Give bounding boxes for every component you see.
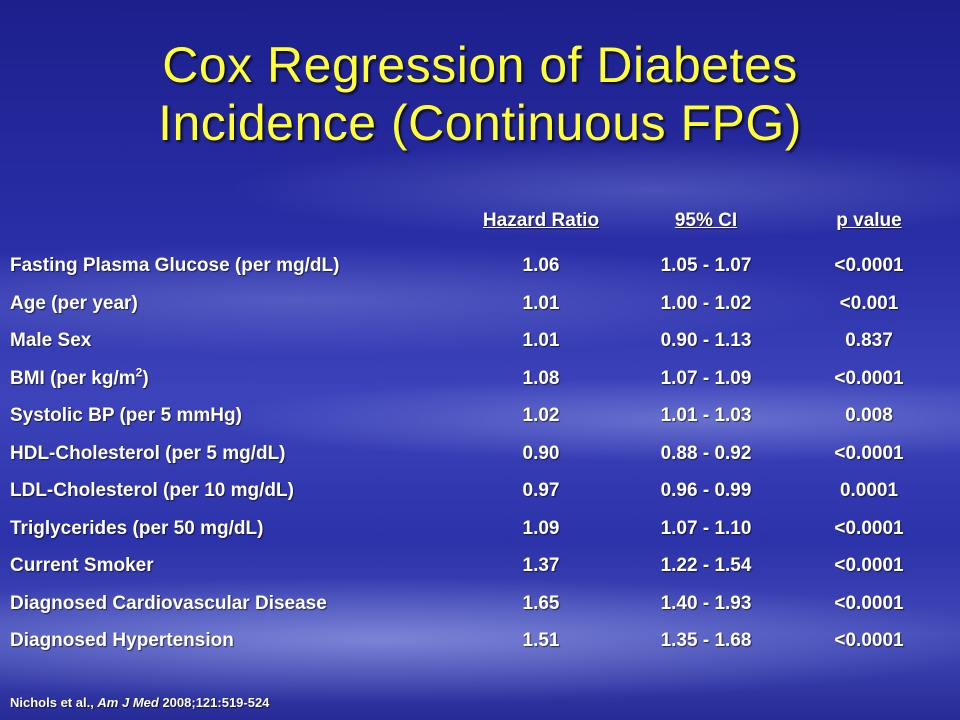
row-variable: Current Smoker — [10, 555, 154, 576]
row-variable-suffix: ) — [142, 367, 149, 389]
row-variable: Male Sex — [10, 330, 92, 351]
row-p-value: 0.008 — [845, 405, 893, 426]
table-row: Male Sex 1.01 0.90 - 1.13 0.837 — [0, 326, 960, 356]
row-p-value: <0.0001 — [834, 592, 904, 614]
row-variable: Systolic BP (per 5 mmHg) — [10, 405, 242, 426]
row-hazard-ratio: 0.90 — [522, 442, 560, 464]
row-hazard-ratio: 1.37 — [522, 555, 560, 576]
header-95-ci: 95% CI — [674, 210, 738, 231]
row-hazard-ratio: 1.06 — [522, 255, 560, 276]
row-confidence-interval: 0.90 - 1.13 — [660, 330, 752, 351]
row-variable: Fasting Plasma Glucose (per mg/dL) — [10, 255, 340, 276]
row-p-value: 0.837 — [845, 330, 893, 351]
row-variable: BMI (per kg/m2) — [10, 364, 149, 394]
row-p-value: <0.0001 — [834, 555, 904, 576]
row-variable-superscript: 2 — [135, 365, 143, 380]
table-row: Triglycerides (per 50 mg/dL) 1.09 1.07 -… — [0, 514, 960, 544]
row-variable: LDL-Cholesterol (per 10 mg/dL) — [10, 480, 294, 501]
table-row: LDL-Cholesterol (per 10 mg/dL) 0.97 0.96… — [0, 476, 960, 506]
row-p-value: <0.001 — [839, 292, 899, 314]
row-p-value: <0.0001 — [834, 367, 904, 389]
row-hazard-ratio: 1.01 — [522, 330, 560, 351]
row-hazard-ratio: 1.09 — [522, 517, 560, 539]
row-confidence-interval: 1.05 - 1.07 — [660, 255, 752, 276]
row-hazard-ratio: 1.65 — [522, 592, 560, 614]
row-p-value: <0.0001 — [834, 630, 904, 651]
slide-title: Cox Regression of Diabetes Incidence (Co… — [0, 36, 960, 152]
table-row: HDL-Cholesterol (per 5 mg/dL) 0.90 0.88 … — [0, 439, 960, 469]
table-header-row: Hazard Ratio 95% CI p value — [0, 206, 960, 236]
slide-title-line-2: Incidence (Continuous FPG) — [158, 95, 802, 151]
row-hazard-ratio: 1.08 — [522, 367, 560, 389]
row-confidence-interval: 1.40 - 1.93 — [660, 592, 752, 614]
citation-footer: Nichols et al., Am J Med 2008;121:519-52… — [10, 694, 269, 712]
table-row: Age (per year) 1.01 1.00 - 1.02 <0.001 — [0, 289, 960, 319]
row-hazard-ratio: 1.51 — [522, 630, 560, 651]
header-hazard-ratio: Hazard Ratio — [482, 210, 600, 231]
row-confidence-interval: 1.35 - 1.68 — [660, 630, 752, 651]
header-p-value: p value — [836, 210, 902, 231]
table-row: BMI (per kg/m2) 1.08 1.07 - 1.09 <0.0001 — [0, 364, 960, 394]
row-confidence-interval: 1.07 - 1.09 — [660, 367, 752, 389]
row-confidence-interval: 1.22 - 1.54 — [660, 555, 752, 576]
row-p-value: 0.0001 — [839, 480, 899, 501]
row-hazard-ratio: 1.02 — [522, 405, 560, 426]
row-variable: HDL-Cholesterol (per 5 mg/dL) — [10, 442, 286, 464]
citation-journal: Am J Med — [97, 695, 159, 710]
citation-authors: Nichols et al., — [10, 695, 98, 710]
row-confidence-interval: 1.00 - 1.02 — [660, 292, 752, 314]
row-variable: Triglycerides (per 50 mg/dL) — [10, 517, 264, 539]
row-p-value: <0.0001 — [834, 442, 904, 464]
row-variable: Diagnosed Hypertension — [10, 630, 234, 651]
row-confidence-interval: 0.96 - 0.99 — [660, 480, 752, 501]
row-p-value: <0.0001 — [834, 517, 904, 539]
row-variable: Age (per year) — [10, 292, 138, 314]
citation-reference: 2008;121:519-524 — [158, 695, 270, 710]
row-hazard-ratio: 0.97 — [522, 480, 560, 501]
row-variable-text: BMI (per kg/m — [10, 367, 136, 389]
row-p-value: <0.0001 — [834, 255, 904, 276]
row-confidence-interval: 1.07 - 1.10 — [660, 517, 752, 539]
table-row: Diagnosed Hypertension 1.51 1.35 - 1.68 … — [0, 626, 960, 656]
slide-title-line-1: Cox Regression of Diabetes — [162, 37, 798, 93]
row-confidence-interval: 0.88 - 0.92 — [660, 442, 752, 464]
row-variable: Diagnosed Cardiovascular Disease — [10, 592, 327, 614]
table-row: Diagnosed Cardiovascular Disease 1.65 1.… — [0, 589, 960, 619]
table-row: Systolic BP (per 5 mmHg) 1.02 1.01 - 1.0… — [0, 401, 960, 431]
table-row: Fasting Plasma Glucose (per mg/dL) 1.06 … — [0, 251, 960, 281]
row-hazard-ratio: 1.01 — [522, 292, 560, 314]
table-row: Current Smoker 1.37 1.22 - 1.54 <0.0001 — [0, 551, 960, 581]
row-confidence-interval: 1.01 - 1.03 — [660, 405, 752, 426]
